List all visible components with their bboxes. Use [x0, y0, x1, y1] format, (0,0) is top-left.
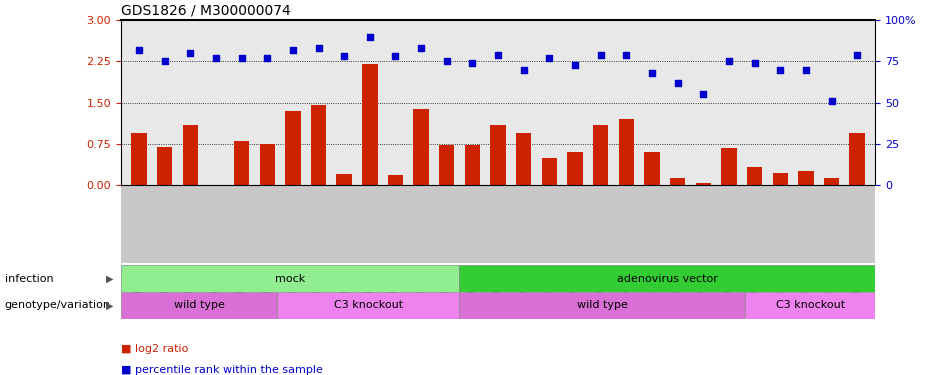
Bar	[121, 265, 459, 292]
Bar	[336, 174, 352, 185]
Point	[234, 55, 249, 61]
Bar	[121, 292, 277, 319]
Bar	[747, 167, 762, 185]
Bar	[131, 133, 147, 185]
Point	[542, 55, 557, 61]
Point	[517, 66, 532, 72]
Bar	[618, 119, 634, 185]
Point	[568, 62, 583, 68]
Bar	[413, 109, 429, 185]
Point	[337, 53, 352, 59]
Bar	[459, 292, 745, 319]
Point	[850, 52, 865, 58]
Bar	[182, 124, 198, 185]
Bar	[849, 133, 865, 185]
Point	[644, 70, 659, 76]
Text: infection: infection	[5, 273, 53, 284]
Bar	[824, 178, 839, 185]
Bar	[362, 64, 378, 185]
Text: adenovirus vector: adenovirus vector	[616, 273, 718, 284]
Point	[260, 55, 275, 61]
Bar	[459, 265, 875, 292]
Point	[182, 50, 197, 56]
Point	[722, 58, 736, 64]
Text: ■ percentile rank within the sample: ■ percentile rank within the sample	[121, 364, 323, 375]
Bar	[644, 152, 660, 185]
Bar	[260, 144, 275, 185]
Text: mock: mock	[275, 273, 305, 284]
Bar	[593, 124, 608, 185]
Point	[388, 53, 403, 59]
Bar	[311, 105, 326, 185]
Text: C3 knockout: C3 knockout	[776, 300, 844, 310]
Text: wild type: wild type	[173, 300, 224, 310]
Point	[362, 33, 377, 39]
Bar	[567, 152, 583, 185]
Point	[286, 47, 301, 53]
Bar	[465, 146, 480, 185]
Bar	[285, 111, 301, 185]
Bar	[670, 178, 685, 185]
Bar	[773, 173, 788, 185]
Text: genotype/variation: genotype/variation	[5, 300, 111, 310]
Bar	[277, 292, 459, 319]
Point	[824, 98, 839, 104]
Point	[465, 60, 479, 66]
Bar	[516, 133, 532, 185]
Point	[311, 45, 326, 51]
Point	[209, 55, 223, 61]
Point	[413, 45, 428, 51]
Text: wild type: wild type	[576, 300, 627, 310]
Point	[593, 52, 608, 58]
Text: ▶: ▶	[106, 300, 114, 310]
Text: ■ log2 ratio: ■ log2 ratio	[121, 344, 188, 354]
Point	[439, 58, 454, 64]
Point	[619, 52, 634, 58]
Point	[131, 47, 146, 53]
Point	[670, 80, 685, 86]
Text: GDS1826 / M300000074: GDS1826 / M300000074	[121, 3, 290, 18]
Point	[773, 66, 788, 72]
Bar	[695, 183, 711, 185]
Point	[157, 58, 172, 64]
Point	[748, 60, 762, 66]
Point	[491, 52, 506, 58]
Bar	[234, 141, 250, 185]
Bar	[542, 158, 557, 185]
Point	[799, 66, 814, 72]
Bar	[157, 147, 172, 185]
Bar	[745, 292, 875, 319]
Text: C3 knockout: C3 knockout	[333, 300, 402, 310]
Bar	[491, 124, 506, 185]
Bar	[722, 148, 736, 185]
Point	[695, 91, 710, 97]
Bar	[439, 146, 454, 185]
Text: ▶: ▶	[106, 273, 114, 284]
Bar	[798, 171, 814, 185]
Bar	[388, 175, 403, 185]
